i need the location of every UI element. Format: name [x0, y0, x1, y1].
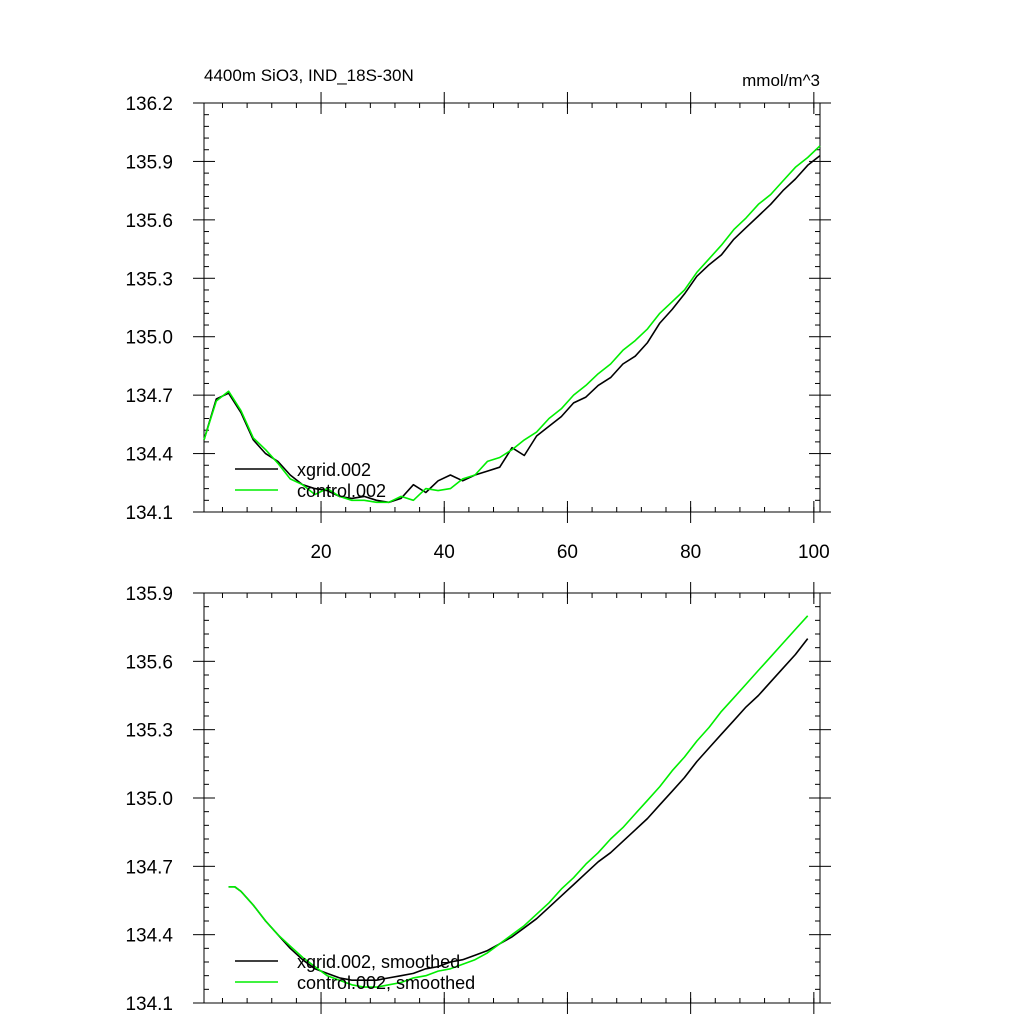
y-tick-label: 134.7	[125, 386, 173, 407]
y-tick-label: 135.3	[125, 721, 173, 742]
chart-title: 4400m SiO3, IND_18S-30N	[204, 66, 414, 85]
series-line-control	[203, 145, 821, 504]
y-tick-label: 136.2	[125, 94, 173, 115]
bottom-panel: 134.1 134.4 134.7 135.0 135.3 135.6 135.9 xgri…	[125, 582, 831, 1015]
x-tick-label: 20	[310, 542, 331, 563]
y-tick-label: 134.4	[125, 926, 173, 947]
y-tick-label: 135.6	[125, 652, 173, 673]
x-tick-label: 60	[557, 542, 578, 563]
y-tick-label: 135.0	[125, 328, 173, 349]
legend-label: control.002	[297, 481, 386, 501]
legend-label: control.002, smoothed	[297, 973, 475, 993]
y-tick-label: 135.0	[125, 789, 173, 810]
y-tick-label: 134.7	[125, 857, 173, 878]
x-tick-label: 40	[434, 542, 455, 563]
y-tick-label: 134.1	[125, 994, 173, 1015]
top-panel: 4400m SiO3, IND_18S-30N mmol/m^3 20 40 60 8…	[125, 66, 831, 563]
series-line-control	[228, 615, 809, 988]
bottom-axes: 134.1 134.4 134.7 135.0 135.3 135.6 135.9	[125, 582, 831, 1015]
legend-label: xgrid.002	[297, 460, 371, 480]
y-tick-label: 134.1	[125, 503, 173, 524]
y-tick-label: 134.4	[125, 445, 173, 466]
series-line-xgrid	[203, 154, 821, 504]
plot-frame	[203, 102, 821, 513]
x-tick-label: 80	[680, 542, 701, 563]
series-line-xgrid	[228, 638, 809, 982]
y-tick-label: 135.6	[125, 211, 173, 232]
y-tick-label: 135.3	[125, 269, 173, 290]
x-tick-label: 100	[798, 542, 830, 563]
y-tick-label: 135.9	[125, 152, 173, 173]
legend-label: xgrid.002, smoothed	[297, 952, 460, 972]
top-axes: 20 40 60 80 100 134.1 134.4 134.7 135.0 135.3 135.…	[125, 92, 831, 563]
units-label: mmol/m^3	[742, 71, 820, 90]
plot-frame	[203, 592, 821, 1004]
bottom-plot-lines	[228, 615, 809, 988]
top-plot-lines	[203, 145, 821, 504]
y-tick-label: 135.9	[125, 584, 173, 605]
